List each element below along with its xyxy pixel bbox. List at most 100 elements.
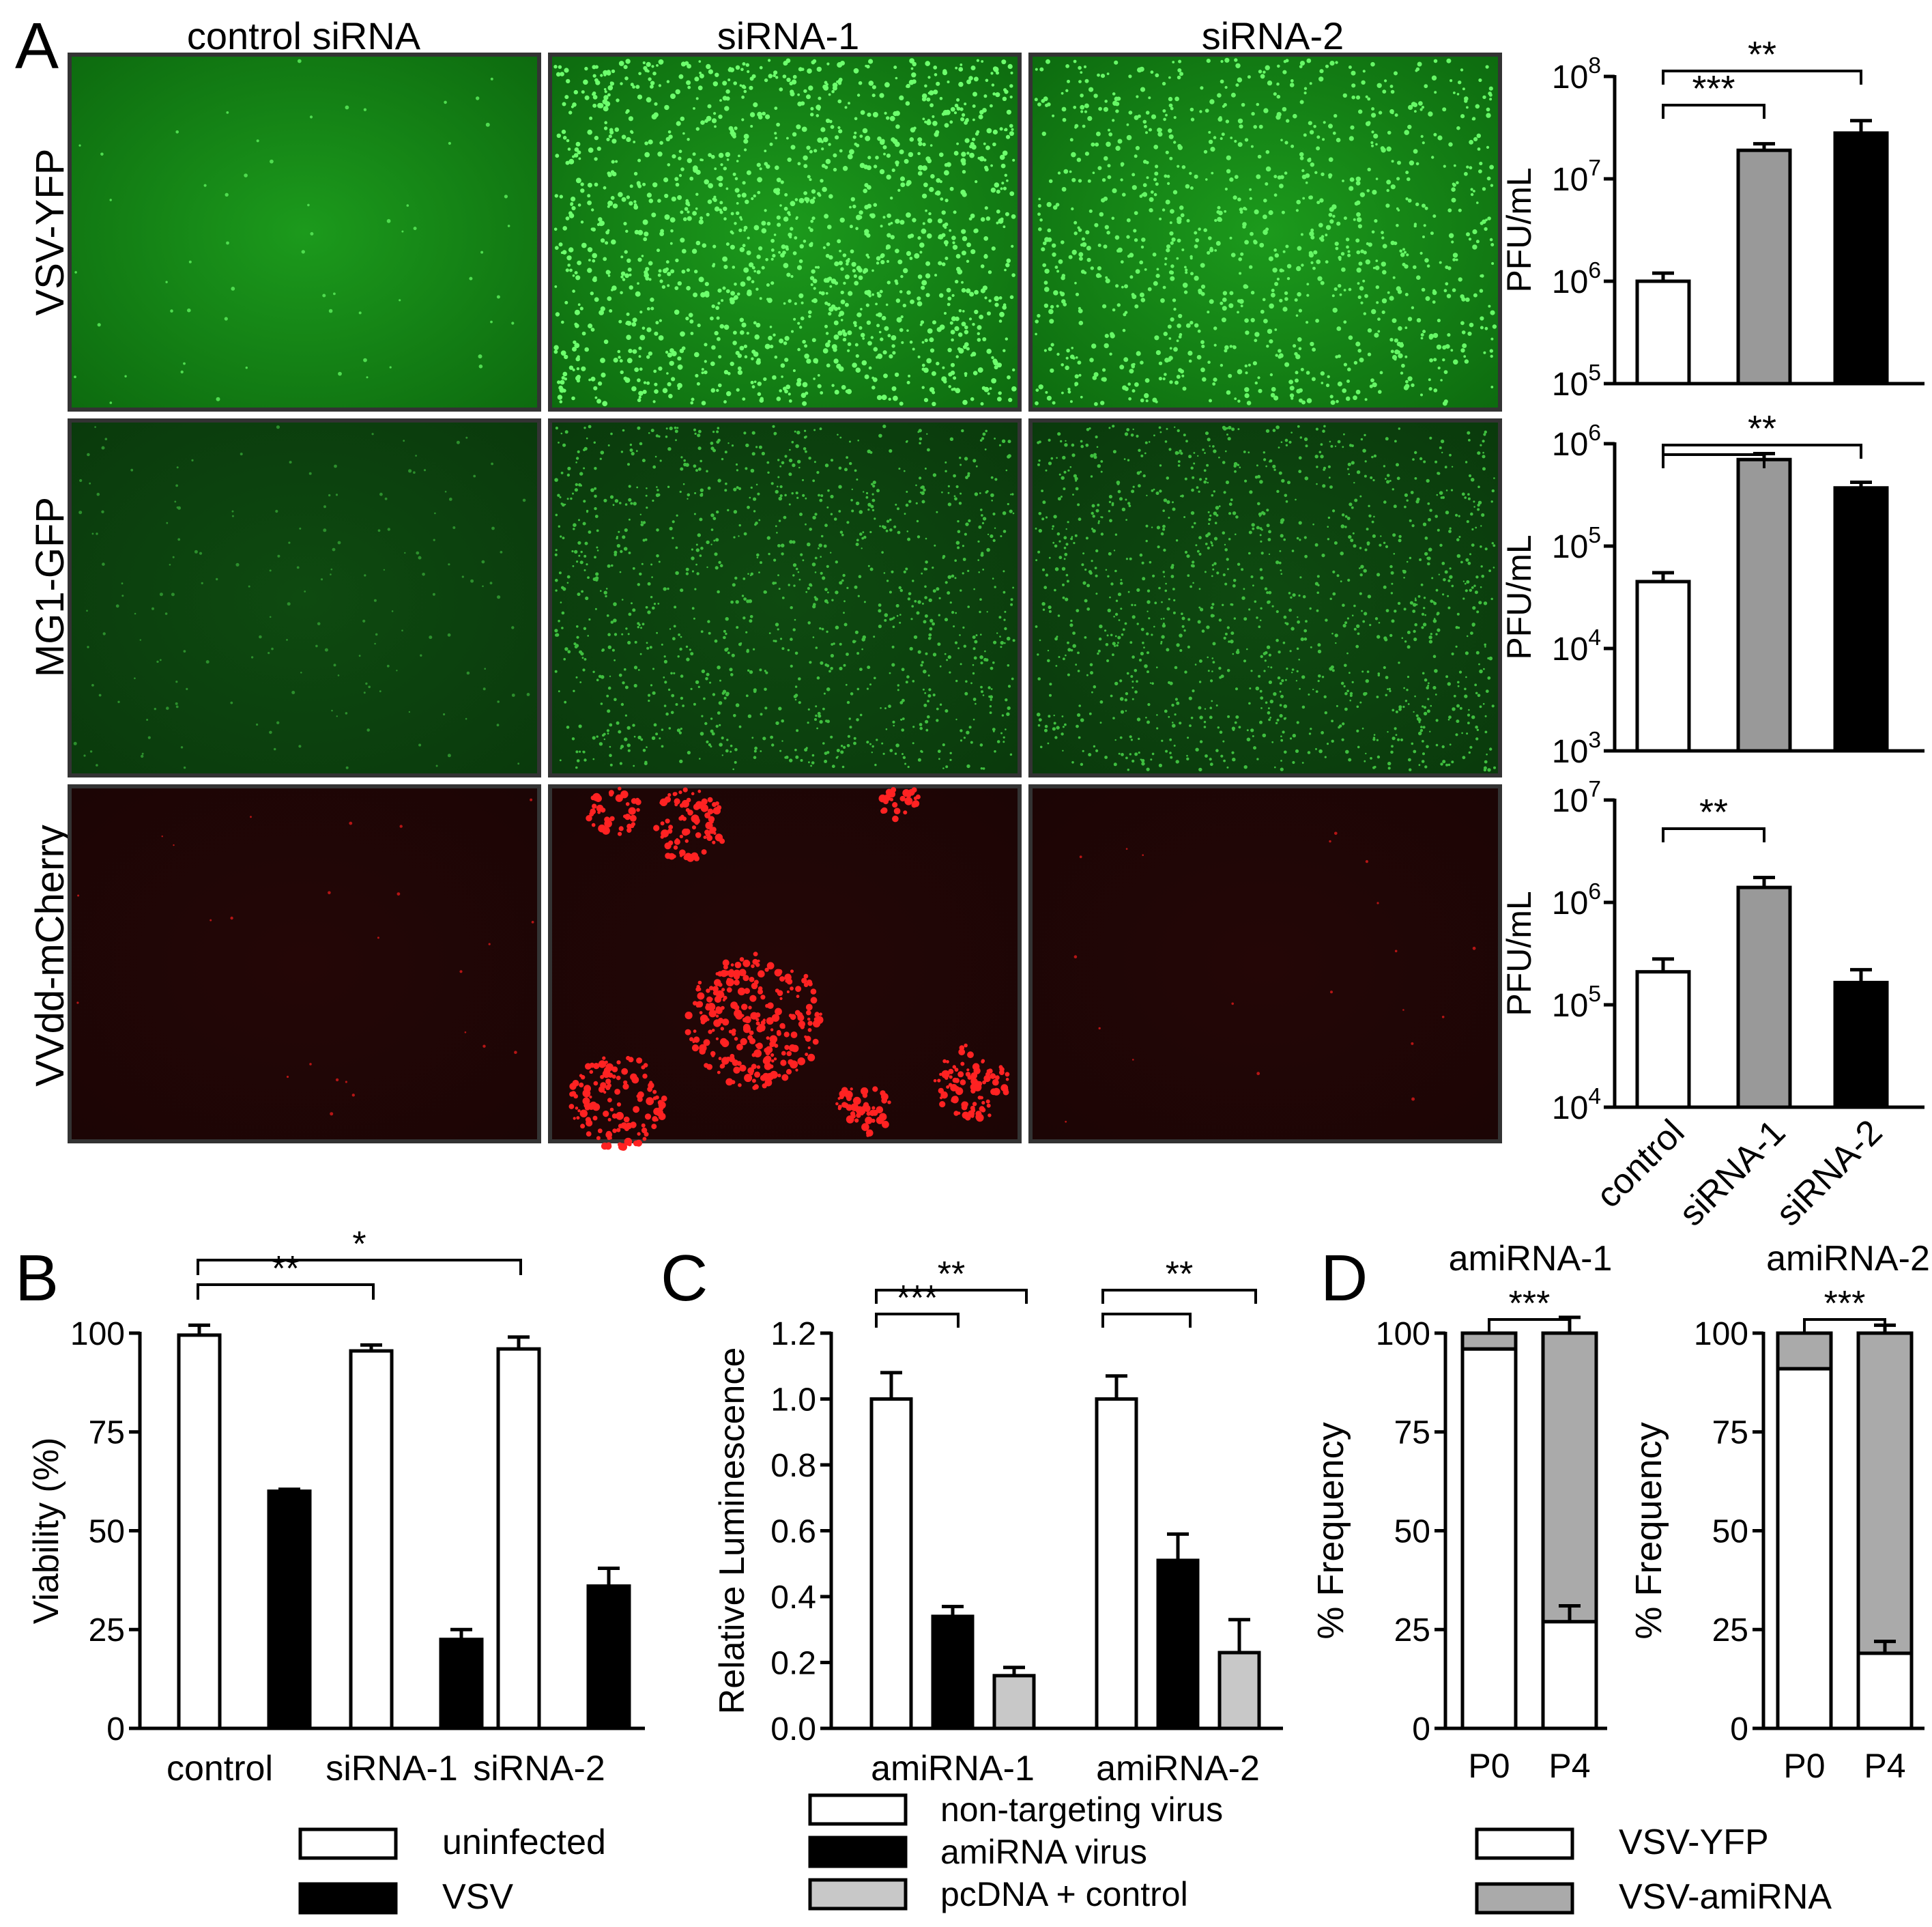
fluorescence-speck	[961, 429, 964, 433]
fluorescence-speck	[733, 536, 736, 539]
fluorescence-speck	[1489, 349, 1493, 353]
fluorescence-speck	[1205, 477, 1208, 481]
fluorescence-speck	[715, 538, 719, 542]
fluorescence-speck	[1404, 326, 1408, 330]
fluorescence-speck	[1289, 83, 1295, 87]
fluorescence-speck	[871, 509, 875, 512]
fluorescence-speck	[1232, 758, 1236, 762]
fluorescence-speck	[978, 114, 983, 119]
fluorescence-speck	[1209, 248, 1214, 253]
fluorescence-speck	[954, 497, 957, 501]
fluorescence-speck	[1421, 626, 1424, 629]
fluorescence-speck	[896, 614, 899, 617]
fluorescence-speck	[809, 228, 813, 232]
fluorescence-speck	[846, 586, 849, 590]
fluorescence-speck	[1190, 466, 1194, 470]
fluorescence-speck	[1216, 210, 1220, 214]
fluorescence-speck	[466, 671, 470, 675]
fluorescence-speck	[1127, 255, 1131, 258]
fluorescence-speck	[1322, 138, 1325, 141]
fluorescence-speck	[1290, 596, 1293, 599]
fluorescence-speck	[641, 326, 646, 330]
fluorescence-speck	[1035, 401, 1039, 405]
fluorescence-speck	[1447, 606, 1451, 610]
fluorescence-speck	[1130, 739, 1133, 741]
fluorescence-speck	[962, 626, 965, 629]
fluorescence-speck	[1323, 121, 1326, 124]
fluorescence-speck	[652, 465, 657, 469]
fluorescence-speck	[1394, 71, 1398, 76]
fluorescence-speck	[895, 111, 900, 116]
fluorescence-speck	[1263, 670, 1266, 672]
fluorescence-speck	[771, 743, 775, 747]
fluorescence-speck	[682, 704, 684, 707]
fluorescence-speck	[1465, 558, 1469, 562]
fluorescence-speck	[716, 316, 720, 320]
fluorescence-speck	[976, 59, 979, 62]
fluorescence-speck	[1074, 476, 1078, 481]
fluorescence-speck	[770, 482, 774, 485]
fluorescence-speck	[866, 741, 869, 744]
fluorescence-speck	[988, 695, 991, 698]
fluorescence-speck	[625, 627, 628, 630]
fluorescence-speck	[1088, 570, 1092, 574]
fluorescence-speck	[1484, 760, 1488, 764]
fluorescence-speck	[722, 286, 726, 290]
fluorescence-speck	[972, 647, 976, 651]
fluorescence-speck	[861, 360, 867, 366]
fluorescence-speck	[1141, 193, 1144, 197]
fluorescence-speck	[1174, 698, 1178, 701]
fluorescence-speck	[614, 499, 619, 503]
fluorescence-speck	[554, 194, 558, 198]
fluorescence-speck	[1167, 324, 1172, 329]
fluorescence-speck	[631, 322, 637, 327]
fluorescence-speck	[1321, 382, 1324, 384]
fluorescence-speck	[1433, 388, 1438, 392]
fluorescence-speck	[482, 687, 486, 691]
fluorescence-speck	[748, 599, 753, 603]
fluorescence-speck	[856, 214, 861, 220]
fluorescence-speck	[1460, 68, 1464, 72]
fluorescence-speck	[1347, 253, 1351, 257]
fluorescence-speck	[757, 382, 762, 386]
fluorescence-speck	[927, 694, 932, 698]
fluorescence-speck	[780, 180, 784, 184]
fluorescence-speck	[770, 238, 775, 243]
fluorescence-speck	[1273, 175, 1278, 179]
fluorescence-speck	[945, 581, 948, 584]
fluorescence-speck	[994, 296, 999, 302]
fluorescence-speck	[912, 680, 915, 683]
fluorescence-speck	[1348, 66, 1352, 69]
panel-label-d: D	[1321, 1242, 1368, 1315]
fluorescence-speck	[725, 632, 727, 636]
fluorescence-speck	[732, 583, 736, 587]
fluorescence-speck	[916, 519, 919, 523]
fluorescence-speck	[1457, 681, 1460, 684]
fluorescence-speck	[1284, 750, 1287, 754]
fluorescence-speck	[1119, 365, 1125, 370]
fluorescence-speck	[886, 116, 890, 120]
fluorescence-speck	[1259, 619, 1262, 622]
fluorescence-speck	[1441, 451, 1443, 454]
fluorescence-speck	[1295, 209, 1299, 212]
fluorescence-speck	[885, 728, 888, 730]
fluorescence-speck	[1176, 339, 1179, 343]
fluorescence-speck	[1289, 393, 1295, 398]
fluorescence-speck	[799, 326, 803, 329]
fluorescence-speck	[672, 637, 676, 641]
fluorescence-speck	[1186, 554, 1190, 558]
fluorescence-speck	[637, 94, 643, 100]
fluorescence-speck	[972, 663, 975, 666]
fluorescence-speck	[1329, 61, 1335, 66]
fluorescence-speck	[727, 371, 731, 375]
fluorescence-speck	[919, 323, 923, 326]
fluorescence-speck	[1053, 515, 1057, 519]
fluorescence-speck	[807, 542, 811, 547]
fluorescence-speck	[912, 61, 917, 67]
fluorescence-speck	[606, 137, 610, 141]
fluorescence-speck	[825, 719, 828, 723]
fluorescence-speck	[1377, 317, 1381, 321]
fluorescence-speck	[602, 99, 608, 104]
fluorescence-speck	[800, 553, 803, 556]
fluorescence-speck	[1455, 645, 1458, 648]
